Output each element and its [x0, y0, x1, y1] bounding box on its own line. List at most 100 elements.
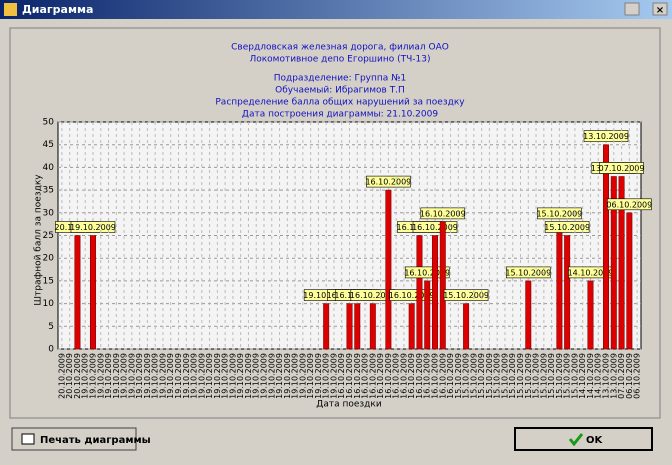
x-tick-label: 16.10.2009 [399, 353, 408, 399]
y-tick-label: 10 [43, 299, 55, 309]
x-tick-label: 19.10.2009 [127, 353, 136, 399]
y-tick-label: 45 [43, 140, 54, 150]
app-icon [4, 3, 17, 16]
x-tick-label: 13.10.2009 [602, 353, 611, 399]
bar [74, 235, 81, 350]
x-tick-label: 19.10.2009 [205, 353, 214, 399]
x-tick-label: 19.10.2009 [221, 353, 230, 399]
bar-label-box [420, 207, 466, 220]
x-tick-label: 15.10.2009 [532, 353, 541, 399]
maximize-button[interactable] [624, 2, 640, 16]
ok-icon [568, 433, 584, 447]
bar [432, 235, 438, 350]
print-button[interactable] [11, 427, 137, 451]
bar-label: 15.10.2009 [544, 223, 590, 232]
y-tick-label: 20 [43, 254, 55, 264]
x-tick-label: 14.10.2009 [594, 353, 603, 399]
close-button[interactable] [652, 2, 668, 16]
bar-label-box [607, 198, 652, 211]
bar-label-box [599, 162, 644, 174]
bar [385, 189, 392, 350]
bar-label: 16.10.2009 [404, 268, 450, 277]
x-tick-label: 15.10.2009 [563, 353, 572, 399]
bar [525, 280, 532, 350]
x-tick-label: 19.10.2009 [314, 353, 323, 399]
bar [408, 303, 415, 350]
x-tick-label: 20.10.2009 [65, 353, 74, 399]
x-tick-label: 19.10.2009 [158, 353, 167, 399]
bar-label-box [544, 221, 590, 233]
ok-button[interactable] [514, 427, 653, 451]
y-tick-label: 50 [43, 118, 55, 128]
bar [603, 144, 609, 350]
bar-label-box [412, 221, 458, 233]
x-tick-label: 20.10.2009 [57, 353, 66, 399]
y-tick-label: 5 [48, 322, 54, 332]
bar [439, 221, 446, 350]
bar-label: 14.10.2009 [568, 268, 614, 277]
bar [416, 235, 423, 350]
bar [556, 221, 563, 350]
x-tick-label: 15.10.2009 [547, 353, 556, 399]
bar [90, 235, 96, 350]
chart-title: Дата построения диаграммы: 21.10.2009 [242, 110, 438, 120]
bar-label: 19.10.2009 [303, 291, 349, 300]
bar-label: 15.10.2009 [505, 268, 551, 277]
window-title: Диаграмма [22, 3, 93, 16]
x-tick-label: 19.10.2009 [197, 353, 206, 399]
x-tick-label: 19.10.2009 [190, 353, 199, 399]
y-tick-label: 0 [48, 345, 54, 355]
close-icon: × [656, 5, 664, 16]
bar-label: 16.10.2009 [389, 291, 435, 300]
x-tick-label: 19.10.2009 [267, 353, 276, 399]
bar-label: 16.10.2009 [412, 223, 458, 232]
x-tick-label: 14.10.2009 [586, 353, 595, 399]
x-tick-label: 19.10.2009 [88, 353, 97, 399]
x-tick-label: 19.10.2009 [275, 353, 284, 399]
x-tick-label: 15.10.2009 [516, 353, 525, 399]
x-tick-label: 20.10.2009 [73, 353, 82, 399]
x-tick-label: 15.10.2009 [454, 353, 463, 399]
x-tick-label: 15.10.2009 [524, 353, 533, 399]
x-tick-label: 19.10.2009 [244, 353, 253, 399]
bar [354, 303, 361, 350]
chart-title: Локомотивное депо Егоршино (ТЧ-13) [249, 55, 430, 65]
bar [463, 303, 470, 350]
x-tick-label: 16.10.2009 [415, 353, 424, 399]
x-tick-label: 16.10.2009 [384, 353, 393, 399]
x-tick-label: 19.10.2009 [151, 353, 160, 399]
bar-label-box [537, 207, 582, 220]
x-tick-label: 16.10.2009 [438, 353, 447, 399]
x-tick-label: 19.10.2009 [283, 353, 292, 399]
bar [346, 303, 353, 350]
x-tick-label: 19.10.2009 [213, 353, 222, 399]
y-axis-label: Штрафной балл за поездку [34, 174, 44, 306]
x-tick-label: 19.10.2009 [112, 353, 121, 399]
x-tick-label: 16.10.2009 [431, 353, 440, 399]
x-tick-label: 19.10.2009 [166, 353, 175, 399]
bar-label-box [583, 130, 629, 142]
ok-button-label: OK [586, 435, 604, 446]
chart-title: Обучаемый: Ибрагимов Т.П [275, 86, 405, 96]
y-tick-label: 15 [43, 276, 54, 286]
bar [618, 176, 625, 350]
bar-label: 19.10.2009 [70, 223, 116, 232]
x-tick-label: 15.10.2009 [485, 353, 494, 399]
x-tick-label: 19.10.2009 [322, 353, 331, 399]
bar-label: 15.10.2009 [443, 291, 489, 300]
x-tick-label: 15.10.2009 [500, 353, 509, 399]
x-tick-label: 16.10.2009 [361, 353, 370, 399]
bar-label: 13.10.2009 [583, 132, 629, 141]
x-tick-label: 15.10.2009 [555, 353, 564, 399]
x-tick-label: 16.10.2009 [407, 353, 416, 399]
y-tick-label: 40 [43, 163, 55, 173]
x-tick-label: 16.10.2009 [337, 353, 346, 399]
chart-title: Подразделение: Группа №1 [274, 74, 406, 84]
x-tick-label: 15.10.2009 [477, 353, 486, 399]
x-tick-label: 19.10.2009 [228, 353, 237, 399]
x-axis-label: Дата поездки [316, 400, 382, 410]
x-tick-label: 19.10.2009 [143, 353, 152, 399]
bar-label: 16.10.2009 [350, 291, 396, 300]
x-tick-label: 16.10.2009 [345, 353, 354, 399]
